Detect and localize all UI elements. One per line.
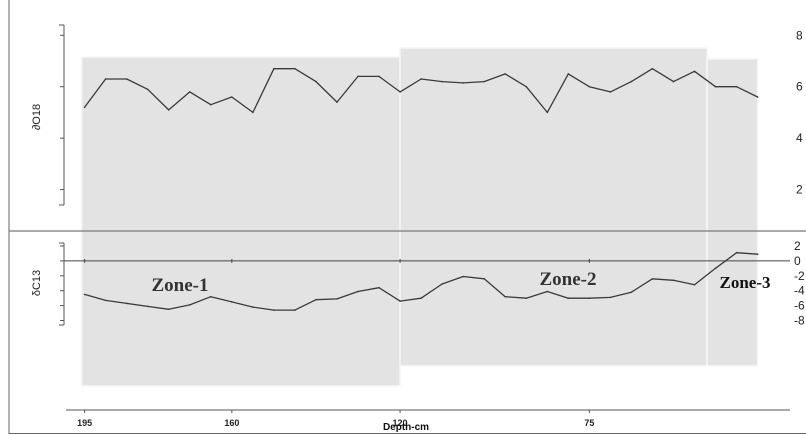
dc13-point xyxy=(567,297,570,300)
dc13-point xyxy=(315,298,317,301)
do18-y-tick-label: 6 xyxy=(796,80,803,94)
dc13-point xyxy=(357,290,359,293)
dc13-axis-title: δC13 xyxy=(31,270,43,296)
do18-y-tick-label: 2 xyxy=(796,183,803,197)
do18-point xyxy=(441,80,443,83)
do18-point xyxy=(525,85,528,88)
dc13-y-tick-label: -6 xyxy=(794,299,805,313)
dc13-point xyxy=(462,275,465,278)
dc13-point xyxy=(83,293,86,296)
do18-point xyxy=(399,91,401,93)
dc13-point xyxy=(756,253,759,255)
do18-point xyxy=(252,111,254,114)
do18-point xyxy=(357,75,359,78)
do18-point xyxy=(756,96,759,98)
dc13-point xyxy=(588,297,591,300)
do18-point xyxy=(567,73,570,75)
do18-point xyxy=(693,70,696,73)
do18-point xyxy=(588,85,591,88)
do18-point xyxy=(735,85,738,88)
zone-label-3: Zone-3 xyxy=(720,273,771,292)
dc13-y-tick-label: -8 xyxy=(794,314,805,328)
do18-point xyxy=(189,91,191,93)
dc13-point xyxy=(420,297,422,300)
x-tick-label: 195 xyxy=(77,418,92,428)
dc13-point xyxy=(693,283,696,286)
do18-y-tick-label: 8 xyxy=(796,28,803,42)
x-tick-label: 75 xyxy=(584,418,594,428)
x-axis-title: Depth-cm xyxy=(383,422,429,433)
dc13-point xyxy=(525,297,528,300)
dc13-point xyxy=(483,278,486,280)
dc13-y-tick-label: 0 xyxy=(794,254,801,268)
zone-band-1 xyxy=(80,56,401,387)
do18-y-tick-label: 4 xyxy=(796,131,803,145)
do18-point xyxy=(504,73,507,75)
do18-point xyxy=(146,88,149,91)
dc13-point xyxy=(146,305,149,308)
do18-axis-title: ∂O18 xyxy=(31,104,43,130)
dc13-point xyxy=(336,298,338,300)
do18-point xyxy=(378,75,380,78)
do18-point xyxy=(231,96,233,98)
dc13-point xyxy=(210,295,212,298)
dc13-point xyxy=(735,251,738,254)
zone-band-3 xyxy=(706,58,759,367)
dc13-point xyxy=(441,283,443,285)
dc13-y-tick-label: 2 xyxy=(794,239,801,253)
dc13-y-tick-label: -4 xyxy=(794,284,805,298)
zones-layer xyxy=(80,47,759,387)
do18-point xyxy=(483,80,486,83)
do18-point xyxy=(609,91,612,93)
dc13-y-tick-label: -2 xyxy=(794,269,805,283)
x-tick-label: 160 xyxy=(224,418,239,428)
do18-point xyxy=(672,80,675,83)
dc13-point xyxy=(399,300,401,302)
do18-point xyxy=(167,109,170,111)
dc13-point xyxy=(630,291,633,294)
do18-point xyxy=(420,78,422,80)
dc13-point xyxy=(167,308,170,311)
dc13-point xyxy=(294,309,296,311)
dc13-point xyxy=(125,302,128,305)
dc13-point xyxy=(104,299,107,302)
do18-point xyxy=(336,101,338,103)
dc13-point xyxy=(504,295,507,298)
dc13-point xyxy=(378,286,380,289)
dc13-point xyxy=(189,304,191,306)
dc13-point xyxy=(546,290,549,293)
do18-point xyxy=(462,82,465,84)
dc13-point xyxy=(252,306,254,308)
do18-point xyxy=(546,111,549,114)
do18-point xyxy=(210,103,212,106)
zone-label-1: Zone-1 xyxy=(152,275,209,296)
dc13-point xyxy=(231,301,233,303)
do18-point xyxy=(630,80,633,83)
zone-label-2: Zone-2 xyxy=(540,269,597,290)
dc13-point xyxy=(273,309,275,311)
do18-point xyxy=(125,78,128,80)
x-tick-label: 120 xyxy=(393,418,408,428)
do18-point xyxy=(294,67,296,70)
do18-point xyxy=(104,78,107,80)
dc13-point xyxy=(672,279,675,282)
do18-point xyxy=(273,67,275,70)
do18-point xyxy=(83,106,86,109)
do18-point xyxy=(651,67,654,70)
zone-band-2 xyxy=(399,47,708,367)
dc13-point xyxy=(651,278,654,280)
series-layer xyxy=(83,67,759,311)
do18-point xyxy=(714,85,717,88)
do18-point xyxy=(315,80,317,83)
dc13-point xyxy=(714,267,717,270)
dc13-point xyxy=(609,296,612,299)
